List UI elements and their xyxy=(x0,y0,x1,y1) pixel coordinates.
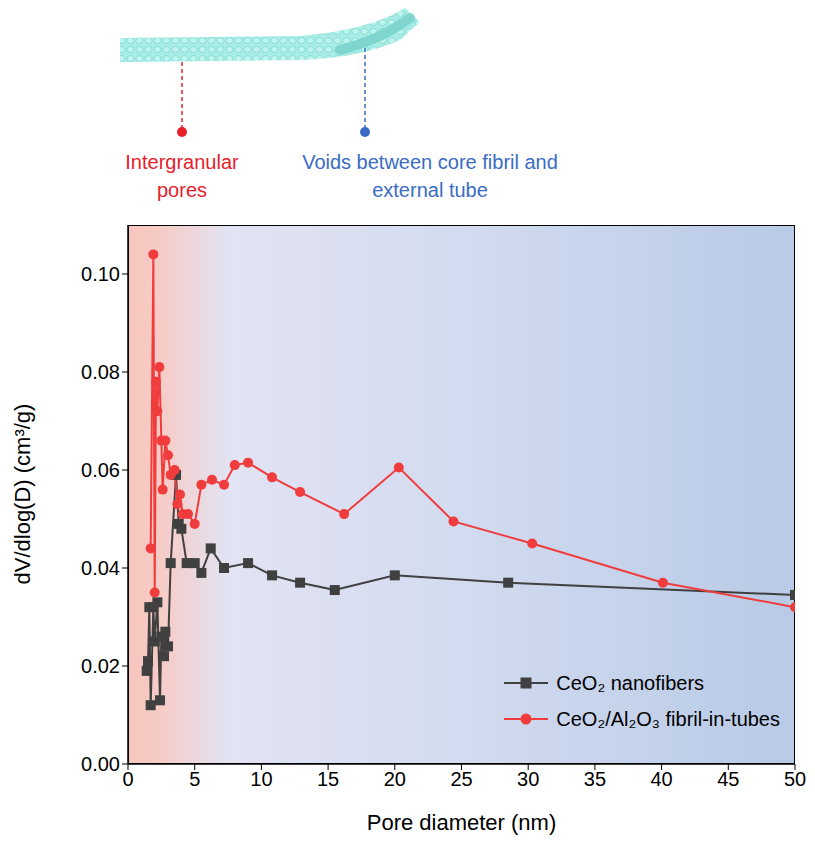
svg-text:20: 20 xyxy=(384,768,406,790)
svg-text:0.02: 0.02 xyxy=(81,655,120,677)
html-text:CeO₂ nanofibers: CeO₂ nanofibers xyxy=(556,671,705,694)
svg-text:30: 30 xyxy=(517,768,539,790)
svg-text:dV/dlog(D) (cm³/g): dV/dlog(D) (cm³/g) xyxy=(10,404,35,585)
svg-text:0.04: 0.04 xyxy=(81,557,120,579)
svg-text:0.00: 0.00 xyxy=(81,753,120,775)
html-text:CeO₂/Al₂O₃ fibril-in-tubes: CeO₂/Al₂O₃ fibril-in-tubes xyxy=(556,707,780,730)
svg-text:0: 0 xyxy=(122,768,133,790)
svg-text:50: 50 xyxy=(784,768,806,790)
svg-text:35: 35 xyxy=(584,768,606,790)
svg-text:25: 25 xyxy=(450,768,472,790)
html-text:Voids between core fibril and: Voids between core fibril and external t… xyxy=(302,151,558,201)
svg-text:Pore diameter (nm): Pore diameter (nm) xyxy=(367,810,557,835)
svg-text:10: 10 xyxy=(250,768,272,790)
html-text:Intergranular pores: Intergranular pores xyxy=(125,151,239,201)
svg-text:0.08: 0.08 xyxy=(81,361,120,383)
svg-text:0.06: 0.06 xyxy=(81,459,120,481)
svg-text:45: 45 xyxy=(717,768,739,790)
svg-text:5: 5 xyxy=(189,768,200,790)
svg-text:0.10: 0.10 xyxy=(81,263,120,285)
svg-text:15: 15 xyxy=(317,768,339,790)
svg-text:40: 40 xyxy=(650,768,672,790)
